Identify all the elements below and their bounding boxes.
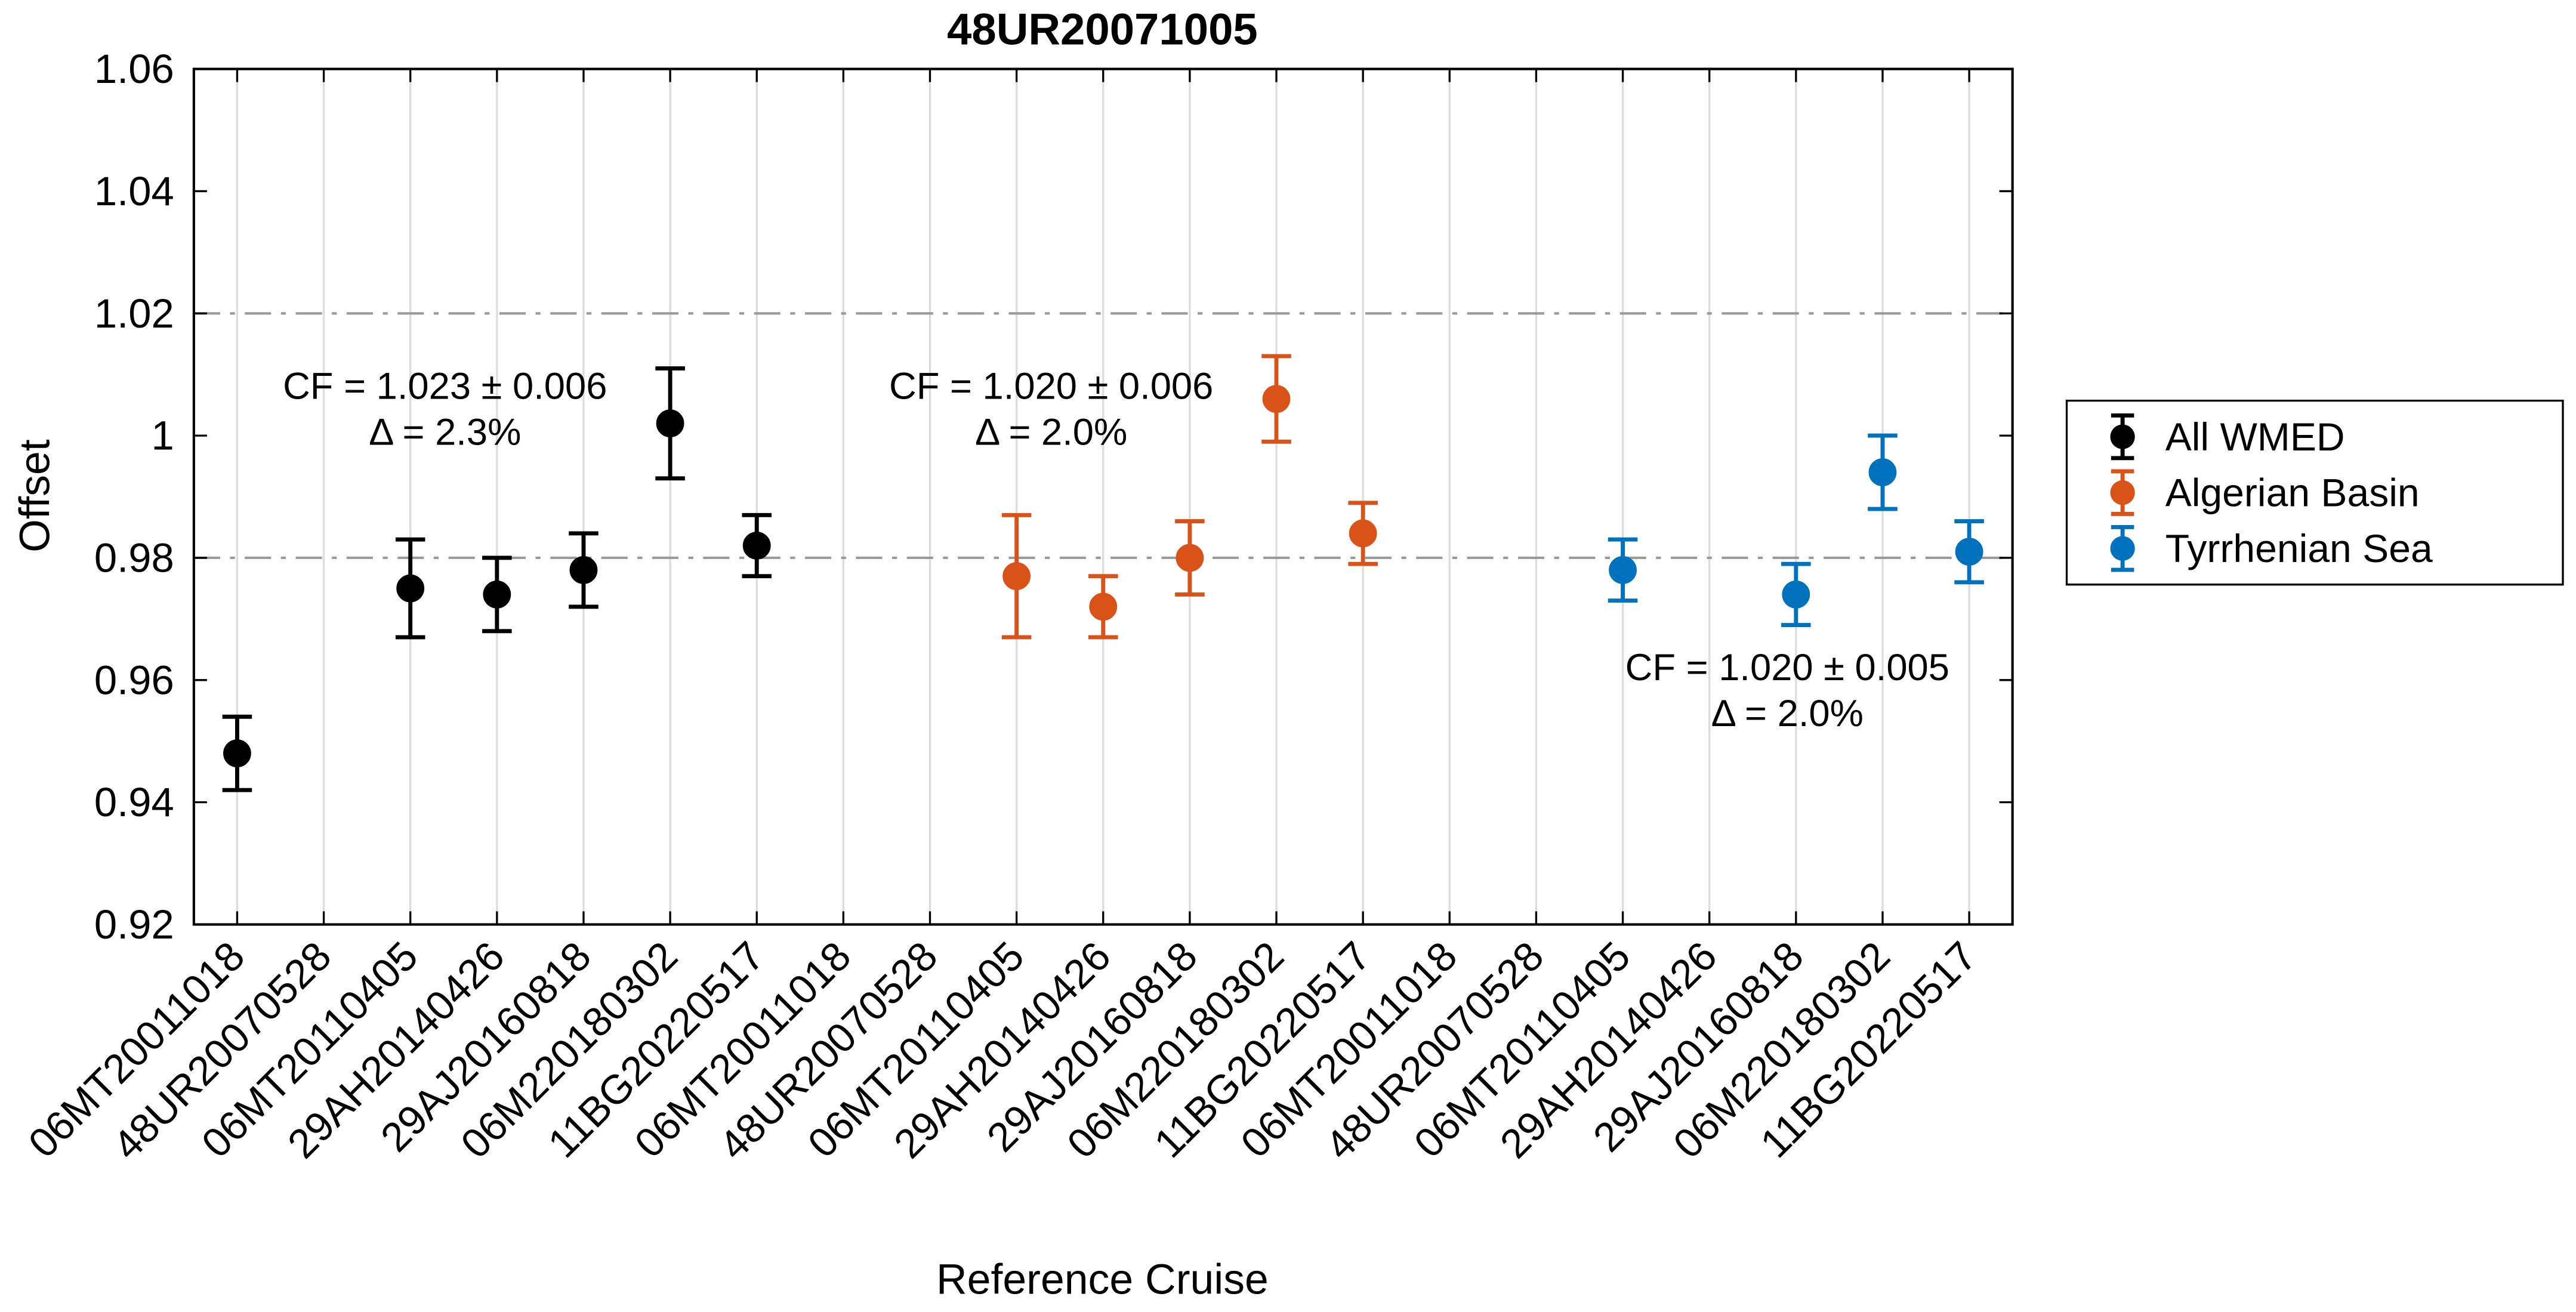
series-all-wmed <box>222 366 772 792</box>
y-tick-label: 1 <box>152 413 174 459</box>
errorbar-point <box>1868 433 1898 511</box>
x-axis-label: Reference Cruise <box>936 1256 1269 1304</box>
data-series-layer <box>222 354 1984 792</box>
x-tick-labels: 06MT2001101848UR2007052806MT2011040529AH… <box>20 933 1985 1168</box>
data-marker <box>569 556 598 584</box>
data-marker <box>1262 385 1291 413</box>
series-algerian-basin <box>1001 354 1378 640</box>
legend-marker-tyrrhenian-sea <box>2110 525 2135 572</box>
legend-label-all-wmed: All WMED <box>2165 415 2345 459</box>
y-tick-label: 0.96 <box>94 657 174 703</box>
errorbar-point <box>1348 501 1378 566</box>
data-marker <box>1349 519 1377 548</box>
annotation-text: Δ = 2.3% <box>369 412 521 453</box>
legend-label-algerian-basin: Algerian Basin <box>2165 471 2420 515</box>
legend-marker-dot <box>2110 424 2135 449</box>
annotation-text: Δ = 2.0% <box>975 412 1127 453</box>
data-marker <box>483 581 511 609</box>
y-tick-label: 0.98 <box>94 535 174 581</box>
legend-label-tyrrhenian-sea: Tyrrhenian Sea <box>2165 526 2433 570</box>
errorbar-point <box>1088 574 1118 640</box>
errorbar-point <box>1175 519 1205 597</box>
y-tick-label: 0.94 <box>94 779 174 825</box>
y-tick-labels: 0.92 0.94 0.96 0.98 1 1.02 1.04 1.06 <box>94 46 174 947</box>
plot-area-border <box>192 67 2014 926</box>
data-marker <box>1176 544 1204 572</box>
errorbar-point <box>482 555 512 634</box>
legend-marker-algerian-basin <box>2110 469 2135 516</box>
data-marker <box>656 409 684 438</box>
legend-marker-dot <box>2110 536 2135 561</box>
data-marker <box>1782 581 1810 609</box>
errorbar-point <box>655 366 685 481</box>
errorbar-point <box>1001 513 1032 640</box>
annotation-text: Δ = 2.0% <box>1711 693 1864 734</box>
annotation-text: CF = 1.020 ± 0.006 <box>889 366 1213 408</box>
data-marker <box>1868 458 1897 486</box>
data-marker <box>1609 556 1637 584</box>
chart-title: 48UR20071005 <box>947 4 1258 54</box>
errorbar-point <box>395 537 425 640</box>
errorbar-point <box>222 714 252 792</box>
y-tick-label: 0.92 <box>94 902 174 947</box>
errorbar-point <box>1954 519 1984 585</box>
y-tick-label: 1.02 <box>94 291 174 337</box>
legend-marker-dot <box>2110 480 2135 505</box>
legend-box <box>2065 399 2564 586</box>
annotation-text: CF = 1.020 ± 0.005 <box>1625 647 1949 689</box>
data-marker <box>742 532 771 560</box>
y-axis-label: Offset <box>11 439 59 552</box>
errorbar-point <box>1608 537 1638 603</box>
errorbar-point <box>569 531 599 609</box>
legend: All WMED Algerian Basin Tyrrhenian Sea <box>2065 399 2564 586</box>
errorbar-point <box>1261 354 1291 444</box>
errorbar-point <box>742 513 772 579</box>
data-marker <box>1002 562 1031 591</box>
series-tyrrhenian-sea <box>1608 433 1984 628</box>
data-marker <box>396 574 425 603</box>
reference-lines-layer <box>193 312 2013 560</box>
legend-marker-all-wmed <box>2110 413 2135 461</box>
annotation-text: CF = 1.023 ± 0.006 <box>283 366 607 408</box>
y-tick-label: 1.04 <box>94 168 174 214</box>
y-tick-label: 1.06 <box>94 46 174 92</box>
gridlines-layer <box>236 69 1970 925</box>
errorbar-point <box>1781 561 1811 628</box>
data-marker <box>1955 538 1983 566</box>
data-marker <box>1089 592 1118 621</box>
data-marker <box>223 739 251 768</box>
